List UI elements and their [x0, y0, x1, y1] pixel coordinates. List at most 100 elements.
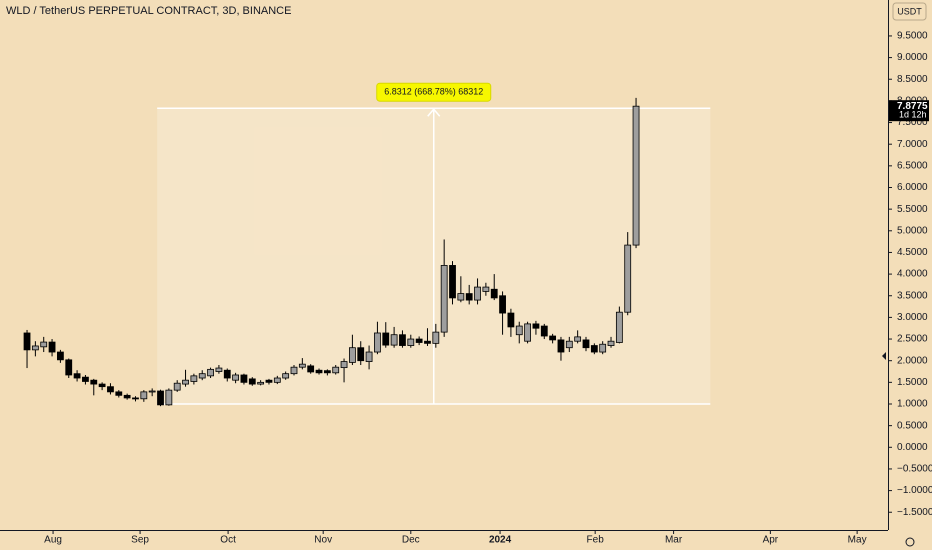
candle-body — [415, 338, 423, 343]
candle — [31, 341, 39, 357]
axis-marker — [882, 352, 886, 360]
candle-body — [323, 370, 331, 374]
candle-body — [574, 336, 582, 342]
x-tick-label: Nov — [314, 535, 332, 546]
candle — [515, 321, 523, 344]
candle — [298, 358, 306, 370]
candle — [590, 343, 598, 355]
candle — [57, 349, 64, 363]
candle — [632, 97, 640, 249]
candle — [490, 274, 498, 301]
last-price-label: 7.8775 — [897, 101, 928, 112]
candle-body — [90, 379, 98, 385]
candle — [40, 336, 48, 353]
candle-body — [148, 390, 156, 393]
candle-body — [407, 338, 415, 346]
candle — [599, 341, 607, 355]
candle — [73, 370, 81, 382]
x-tick-label: Aug — [44, 535, 62, 546]
candle — [499, 291, 506, 335]
candle-body — [73, 373, 81, 379]
candle — [215, 365, 223, 374]
y-tick-label: −1.0000 — [897, 485, 932, 496]
candle — [607, 336, 615, 348]
candle-body — [524, 323, 531, 342]
y-tick-label: 0.5000 — [897, 420, 928, 431]
candle — [374, 321, 381, 355]
candle-body — [590, 345, 598, 353]
candle-body — [557, 339, 565, 353]
y-tick-label: 5.5000 — [897, 204, 928, 215]
candle — [107, 383, 114, 395]
candle — [148, 388, 156, 397]
candle — [232, 372, 239, 384]
y-tick-label: 0.0000 — [897, 442, 928, 453]
y-tick-label: 7.5000 — [897, 117, 928, 128]
candle — [157, 389, 164, 407]
x-tick-label: Oct — [220, 535, 236, 546]
y-tick-label: 2.0000 — [897, 355, 928, 366]
candle-body — [298, 363, 306, 368]
candle — [432, 323, 440, 348]
candle-body — [549, 335, 557, 341]
candle — [82, 374, 89, 385]
settings-icon[interactable] — [905, 537, 915, 547]
candle-body — [265, 379, 273, 383]
y-tick-label: 6.5000 — [897, 160, 928, 171]
candle-body — [499, 295, 506, 314]
candle — [182, 369, 189, 387]
candle — [98, 382, 106, 391]
candle — [273, 375, 281, 385]
candle — [340, 358, 348, 383]
candle-body — [215, 367, 223, 372]
candle — [507, 308, 515, 337]
candle-body — [248, 378, 256, 385]
candle-body — [57, 351, 64, 361]
candle-body — [332, 366, 340, 374]
candle — [240, 373, 248, 385]
candle-body — [357, 347, 365, 362]
candle — [482, 282, 490, 296]
y-tick-label: 1.0000 — [897, 399, 928, 410]
y-tick-label: −0.5000 — [897, 464, 932, 475]
x-tick-label: Mar — [665, 535, 683, 546]
candle-body — [123, 394, 131, 399]
candle — [190, 373, 198, 385]
y-tick-label: 3.5000 — [897, 290, 928, 301]
y-tick-label: 4.5000 — [897, 247, 928, 258]
candle-body — [140, 391, 148, 400]
candle-body — [449, 265, 456, 299]
candle-body — [390, 334, 398, 346]
candle-body — [190, 375, 198, 382]
candle — [115, 390, 123, 398]
candle-body — [65, 359, 73, 376]
candle-body — [173, 382, 181, 391]
candle — [140, 390, 148, 402]
candle-body — [399, 334, 406, 346]
settings-icon-ring[interactable] — [905, 537, 915, 547]
candle — [23, 329, 31, 369]
candle-body — [624, 244, 632, 313]
y-tick-label: 6.0000 — [897, 182, 928, 193]
y-tick-label: 8.5000 — [897, 74, 928, 85]
candle-body — [115, 391, 123, 396]
candle-body — [465, 293, 473, 301]
currency-button[interactable] — [892, 2, 927, 21]
x-tick-label: May — [848, 535, 867, 546]
candle-body — [474, 286, 481, 301]
candle-body — [240, 374, 248, 383]
candle-body — [440, 265, 448, 333]
candle-body — [365, 351, 373, 362]
y-tick-label: 9.0000 — [897, 52, 928, 63]
y-tick-label: −1.5000 — [897, 507, 932, 518]
candle-body — [282, 373, 290, 379]
candle-body — [540, 325, 548, 337]
currency-label[interactable]: USDT — [897, 6, 922, 16]
y-tick-label: 2.5000 — [897, 334, 928, 345]
candle — [123, 393, 131, 400]
candle — [290, 365, 298, 376]
candle-body — [82, 376, 89, 382]
candle-body — [132, 397, 139, 400]
candle-body — [98, 383, 106, 388]
candle-body — [607, 340, 615, 346]
